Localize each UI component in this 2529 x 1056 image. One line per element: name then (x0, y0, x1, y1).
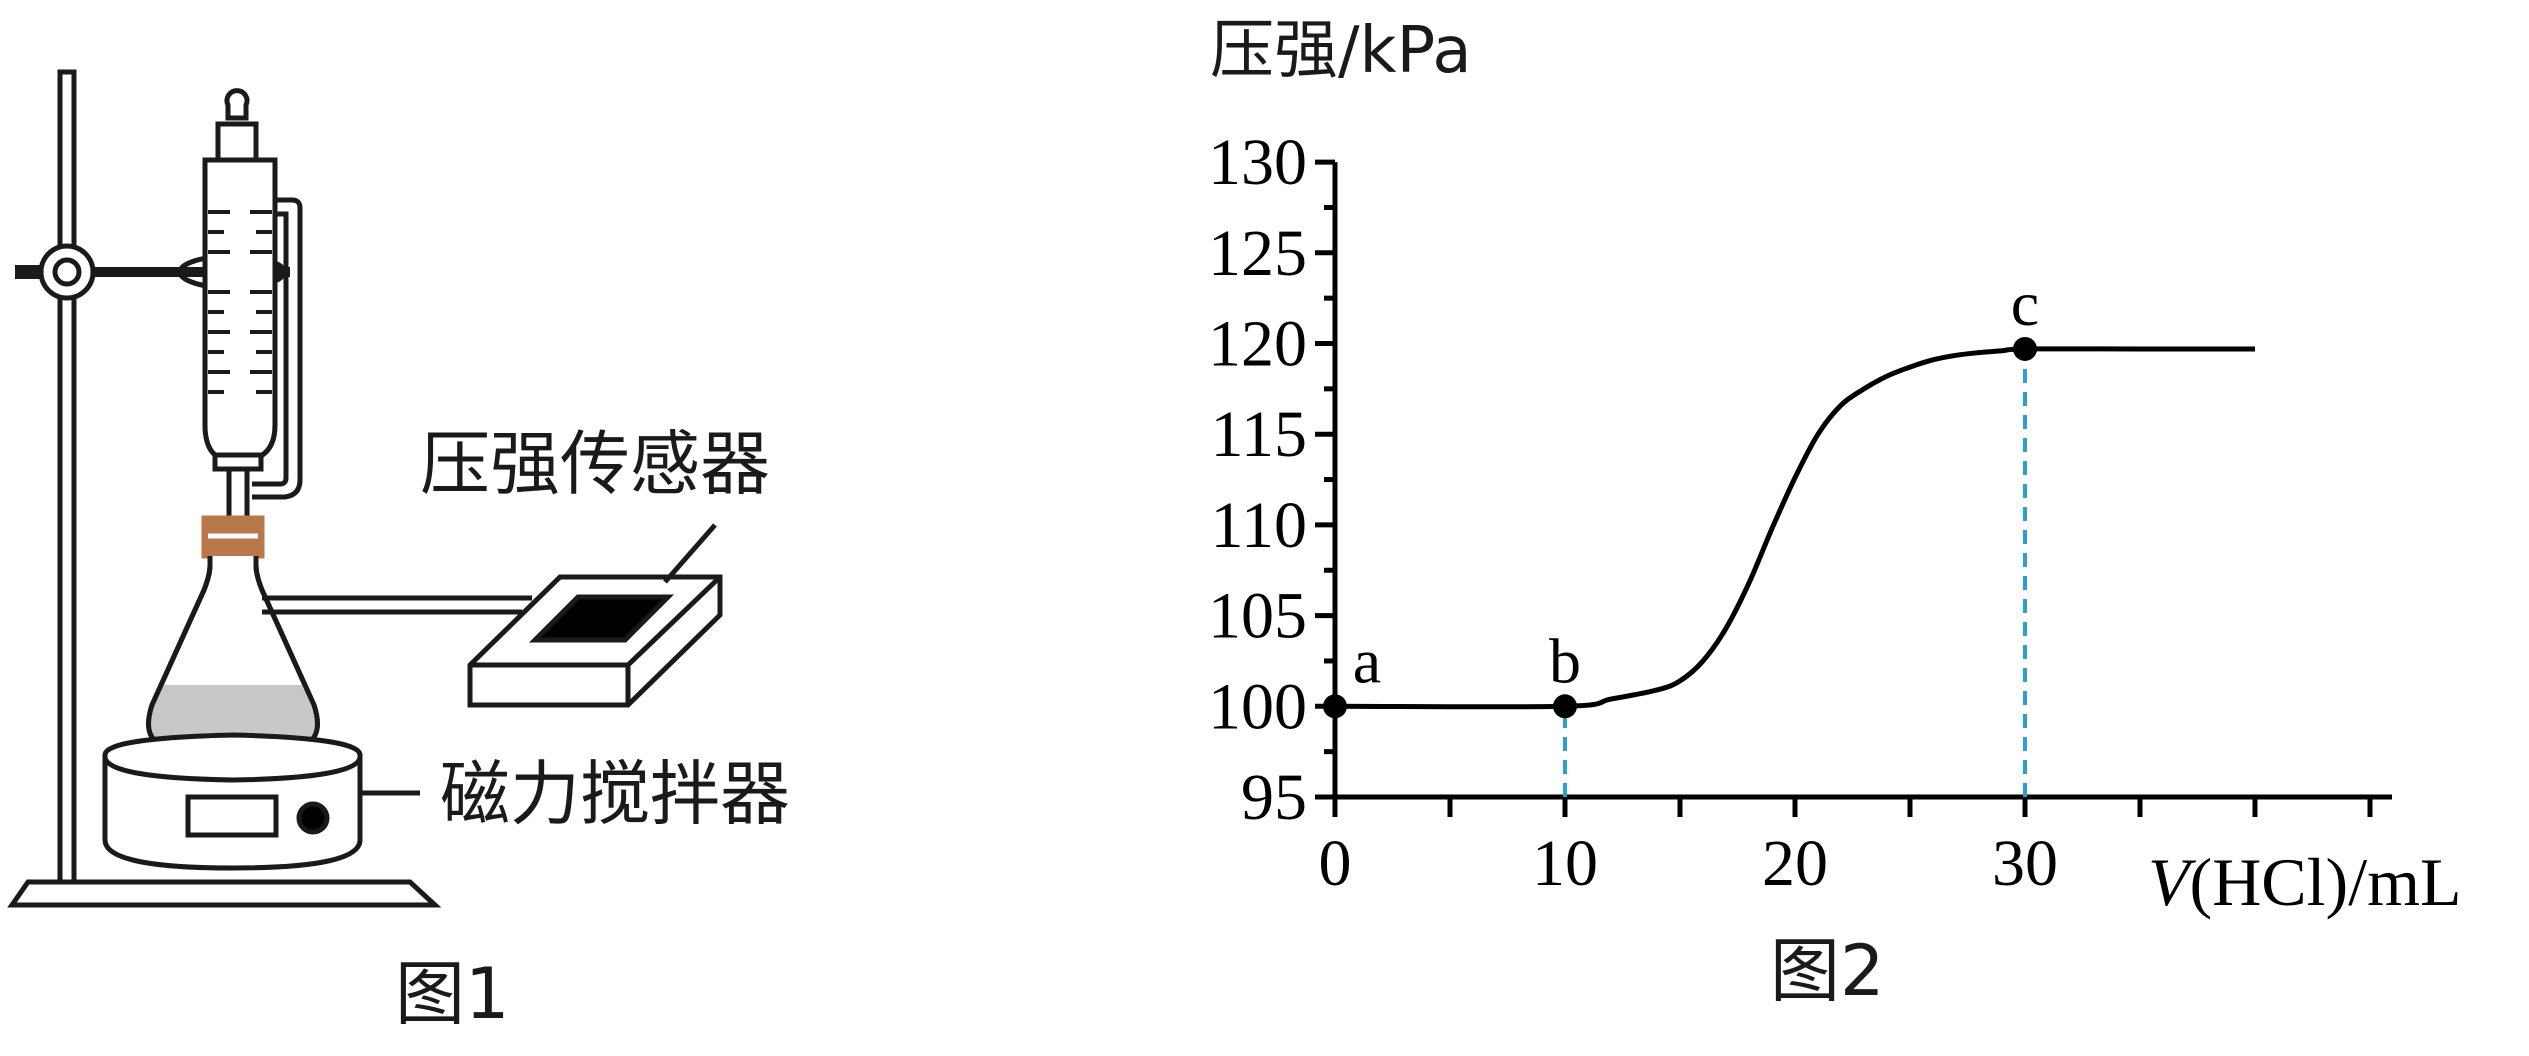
y-tick-label: 120 (1208, 308, 1307, 381)
data-point-label-c: c (2011, 268, 2039, 339)
data-point-label-a: a (1353, 625, 1381, 696)
magnetic-stirrer-label: 磁力搅拌器 (440, 753, 790, 835)
data-point-b (1553, 694, 1577, 719)
y-tick-label: 100 (1208, 670, 1307, 743)
sensor-leader-line (663, 523, 717, 584)
x-axis-label-unit: (HCl)/mL (2190, 844, 2462, 920)
y-axis-label: 压强/kPa (1210, 14, 1472, 88)
apparatus-illustration (7, 69, 723, 908)
y-tick-label: 95 (1241, 761, 1307, 834)
x-axis-label: V(HCl)/mL (2148, 844, 2462, 920)
x-tick-label: 20 (1762, 827, 1828, 900)
funnel-stopper (224, 88, 250, 121)
y-tick-label: 125 (1208, 217, 1307, 290)
chart-series (1334, 346, 2255, 710)
x-tick-label: 30 (1992, 827, 2058, 900)
figure2-caption: 图2 (1770, 930, 1885, 1012)
stirrer-display (185, 794, 279, 838)
pressure-chart: 压强/kPa 95 100 105 110 115 120 125 130 0 10 20 30 a b… (1208, 14, 2462, 920)
chart-points: a b c (1323, 268, 2039, 719)
sensor-display (528, 594, 675, 643)
flask-liquid (150, 685, 316, 746)
y-tick-label: 115 (1210, 398, 1307, 471)
x-axis-label-variable: V (2148, 844, 2197, 920)
data-point-c (2013, 336, 2037, 361)
x-tick-label: 10 (1532, 827, 1598, 900)
pressure-curve (1334, 346, 2255, 710)
chart-axes: 95 100 105 110 115 120 125 130 0 10 20 30 (1208, 126, 2392, 900)
stirrer-knob (296, 801, 330, 835)
y-tick-label: 110 (1210, 489, 1307, 562)
data-point-label-b: b (1549, 625, 1581, 696)
stand-rod (57, 69, 77, 885)
stand-base (7, 879, 442, 908)
funnel-graduations (208, 210, 272, 394)
y-tick-label: 105 (1208, 580, 1307, 653)
side-tube (252, 197, 303, 500)
chart-guides (1563, 348, 2027, 797)
data-point-a (1323, 694, 1347, 719)
x-tick-label: 0 (1319, 827, 1352, 900)
y-tick-label: 130 (1208, 126, 1307, 199)
figure1-caption: 图1 (395, 953, 510, 1035)
pressure-sensor-label: 压强传感器 (420, 423, 770, 505)
